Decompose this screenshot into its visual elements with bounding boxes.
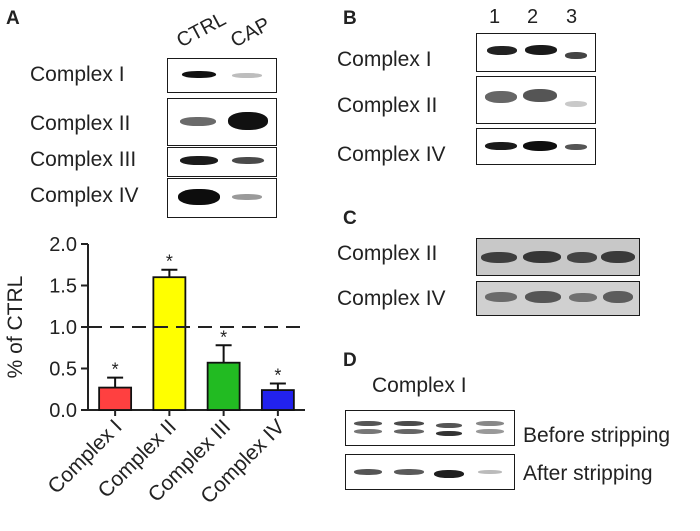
bar-3 [206,361,241,411]
blot-b-complex-2 [476,76,596,124]
row-label-complex-2: Complex II [30,112,131,135]
lane-label-2: 2 [527,6,539,28]
panel-b-label: B [343,8,357,29]
panel-c-label: C [343,208,357,229]
row-label-complex-1: Complex I [30,63,125,86]
blot-a-complex-4 [167,178,277,218]
label-before-stripping: Before stripping [523,424,671,447]
panel-b-row-complex-4: Complex IV [337,143,446,166]
row-label-complex-4: Complex IV [30,184,139,207]
y-tick-label: 2.0 [49,234,77,256]
lane-label-1: 1 [489,6,501,28]
blot-d-after-stripping [345,454,515,490]
y-axis-label: % of CTRL [4,276,27,379]
lane-label-cap: CAP [227,13,274,53]
blot-d-before-stripping [345,410,515,446]
panel-a-label: A [6,8,20,29]
y-tick-label: 1.0 [49,317,77,339]
row-label-complex-3: Complex III [30,148,137,171]
blot-b-complex-1 [476,33,596,72]
panel-d-label: D [343,350,357,371]
significance-marker: * [274,365,281,385]
label-after-stripping: After stripping [523,462,653,485]
blot-c-complex-4 [476,281,640,316]
blot-b-complex-4 [476,128,596,165]
bar-chart: 0.00.51.01.52.0% of CTRL *Complex I*Compl… [4,234,305,508]
panel-c-row-complex-2: Complex II [337,242,438,265]
bar-2 [152,276,187,411]
blot-c-complex-2 [476,238,640,276]
panel-c-row-complex-4: Complex IV [337,287,446,310]
blot-a-complex-3 [167,147,277,177]
panel-b-row-complex-1: Complex I [337,48,432,71]
y-tick-label: 0.5 [49,359,77,381]
significance-marker: * [112,360,119,380]
bar-4 [260,389,295,411]
blot-a-complex-1 [167,58,277,93]
lane-label-3: 3 [566,6,578,28]
panel-b-row-complex-2: Complex II [337,94,438,117]
panel-d-title: Complex I [372,374,467,397]
y-tick-label: 0.0 [49,400,77,422]
lane-label-ctrl: CTRL [173,8,230,53]
blot-a-complex-2 [167,98,277,146]
significance-marker: * [166,252,173,272]
bar-1 [98,386,133,411]
significance-marker: * [220,327,227,347]
y-tick-label: 1.5 [49,276,77,298]
